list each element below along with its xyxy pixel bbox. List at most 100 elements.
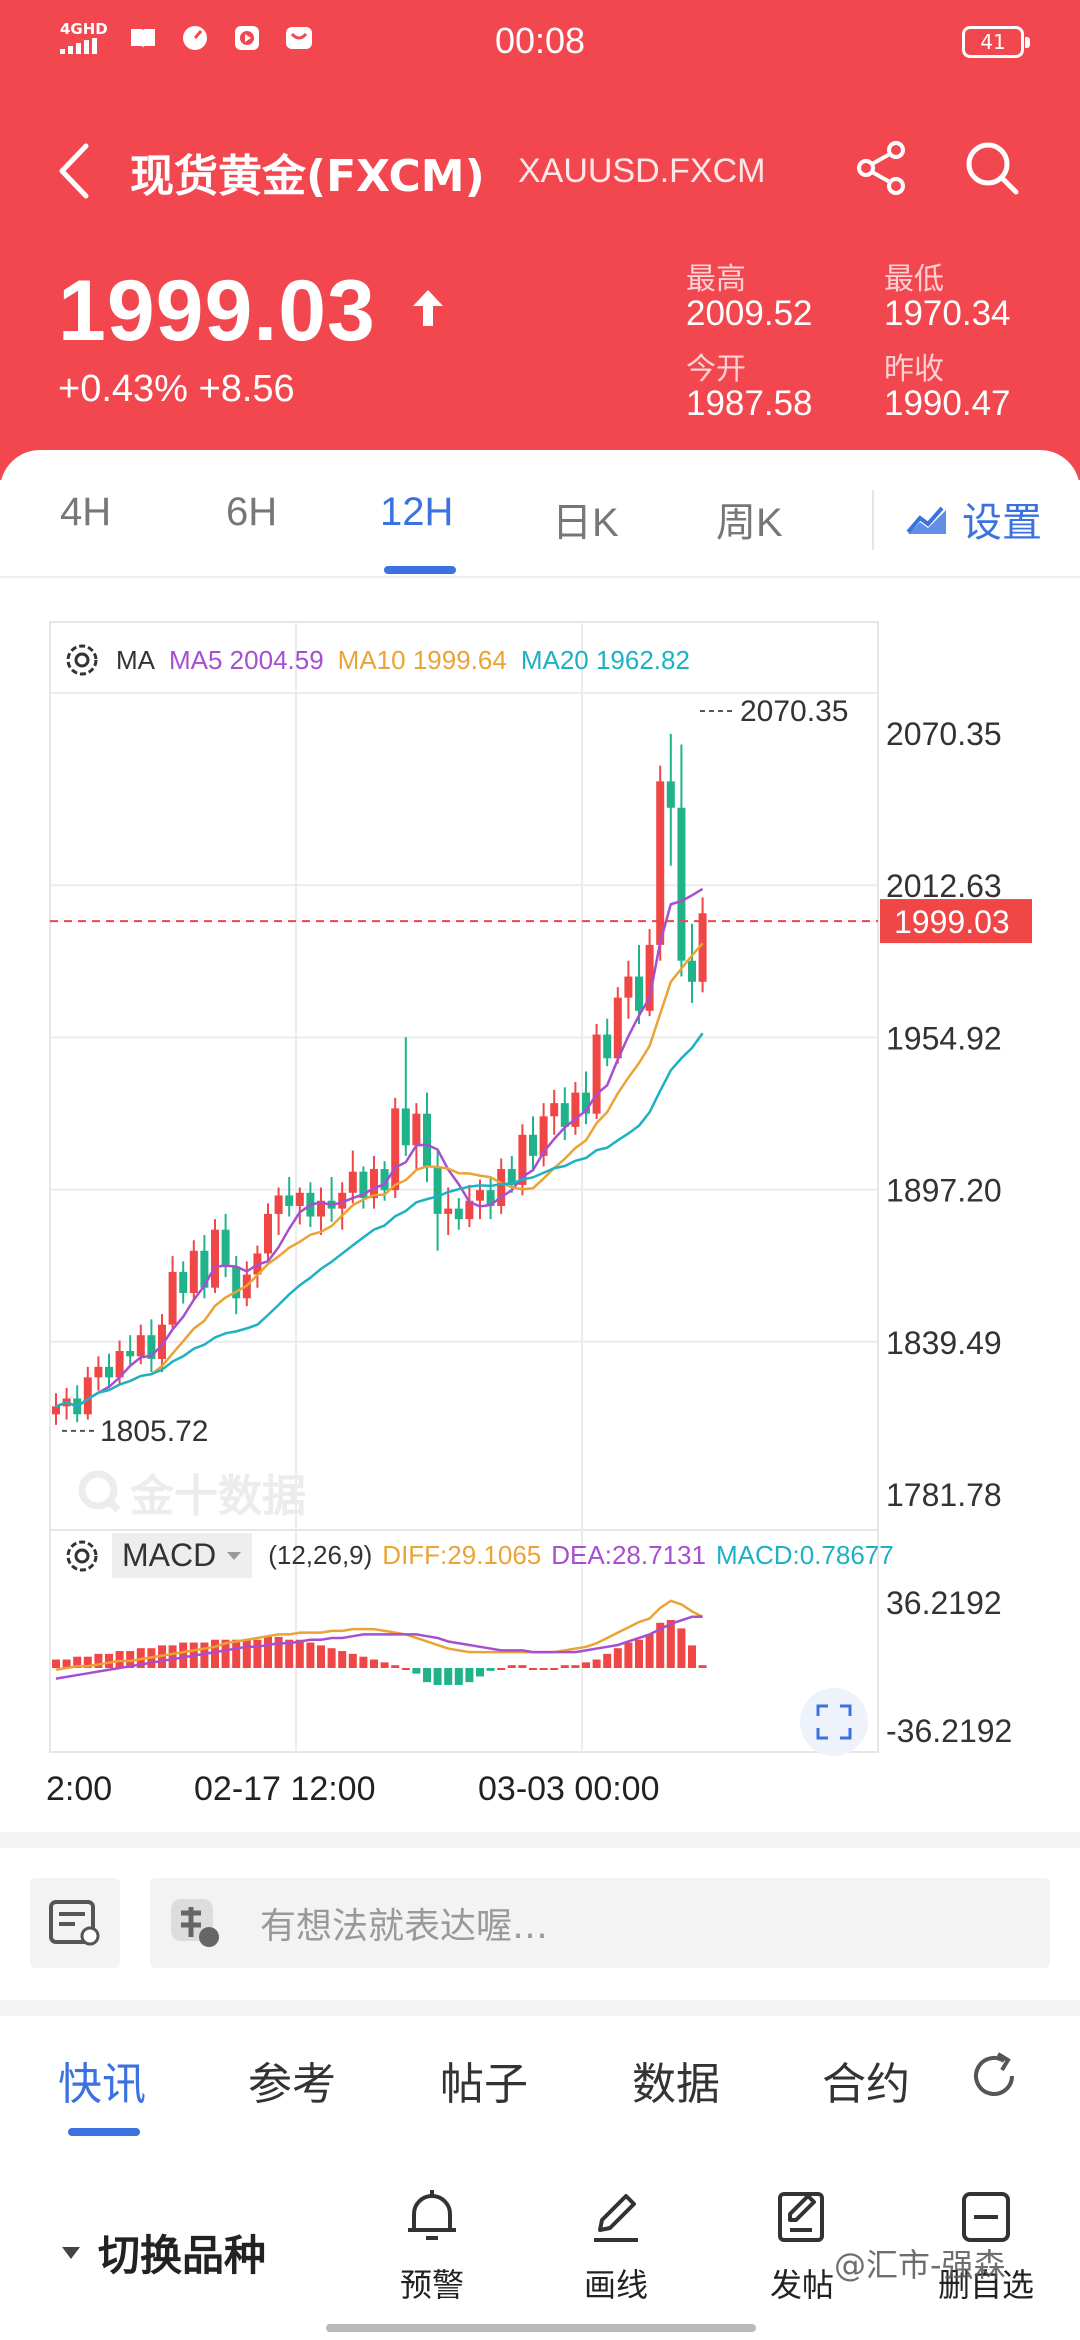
candle-body [391, 1108, 400, 1191]
candlestick-chart[interactable]: 1999.03 2070.35 1805.72 2070.35 2012.63 1954… [0, 600, 1080, 1820]
candle-body [497, 1169, 506, 1206]
macd-bar [550, 1668, 559, 1670]
y-axis-label: 1781.78 [886, 1477, 1002, 1513]
candle-body [317, 1200, 325, 1217]
post-button[interactable]: 发帖 [742, 2186, 862, 2306]
macd-params: (12,26,9) [268, 1540, 373, 1570]
tab-posts[interactable]: 帖子 [440, 2059, 528, 2110]
macd-bar [115, 1651, 124, 1668]
macd-bar [327, 1648, 336, 1668]
macd-bar [274, 1636, 283, 1668]
macd-bar [391, 1665, 400, 1668]
macd-axis-label: 36.2192 [886, 1585, 1002, 1621]
macd-bar [105, 1653, 113, 1668]
macd-bar [645, 1634, 654, 1668]
tab-reference[interactable]: 参考 [248, 2059, 336, 2110]
macd-bar [295, 1639, 304, 1668]
alert-button[interactable]: 预警 [372, 2186, 492, 2306]
macd-bar [571, 1665, 580, 1668]
macd-bar [221, 1639, 230, 1668]
section-divider [0, 1832, 1080, 1848]
candle-body [232, 1266, 241, 1299]
remove-watchlist-icon [962, 2192, 1010, 2242]
candle-body [571, 1092, 580, 1127]
candle-body [370, 1169, 378, 1199]
watermark-text: 金十数据 [130, 1471, 306, 1522]
macd-bar [486, 1668, 495, 1671]
tab-week[interactable]: 周K [716, 501, 783, 545]
candle-body [688, 960, 696, 982]
switch-instrument-button[interactable]: 切换品种 [60, 2222, 266, 2283]
notes-button[interactable] [30, 1878, 120, 1968]
macd-settings-gear-icon[interactable] [62, 1536, 102, 1576]
book-icon [128, 23, 158, 53]
candle-body [645, 944, 654, 1011]
macd-bar [592, 1659, 601, 1668]
macd-bar [317, 1645, 325, 1668]
macd-bar [423, 1668, 431, 1683]
refresh-button[interactable] [964, 2046, 1024, 2106]
macd-bar [168, 1645, 177, 1668]
candle-body [274, 1195, 283, 1214]
tab-day[interactable]: 日K [552, 501, 619, 545]
caret-down-icon [62, 2246, 80, 2259]
macd-bar [370, 1659, 378, 1668]
macd-bar [613, 1648, 622, 1668]
dea-line [55, 1615, 703, 1680]
ma-settings-gear-icon[interactable] [62, 640, 102, 680]
macd-bar [698, 1665, 707, 1668]
draw-button[interactable]: 画线 [556, 2186, 676, 2306]
video-icon [232, 23, 262, 53]
macd-bar [62, 1659, 71, 1668]
mail-icon [284, 23, 314, 53]
macd-panel [52, 1599, 707, 1685]
share-button[interactable] [852, 138, 912, 198]
candle-body [359, 1171, 368, 1199]
candle-body [550, 1103, 559, 1117]
candle-body [338, 1192, 347, 1209]
chart-settings-button[interactable]: 设置 [906, 490, 1042, 548]
indicator-select[interactable]: MACD [112, 1533, 253, 1578]
comment-input[interactable]: 有想法就表达喔… [150, 1878, 1050, 1968]
tabs-border [0, 576, 1080, 578]
macd-bar [338, 1651, 347, 1668]
candle-body [476, 1190, 484, 1201]
tab-12h[interactable]: 12H [380, 490, 454, 534]
candle-body [83, 1377, 92, 1415]
y-axis-label: 1954.92 [886, 1020, 1002, 1056]
x-label-0: 2:00 [46, 1770, 113, 1808]
candle-body [264, 1213, 272, 1254]
tab-news[interactable]: 快讯 [58, 2059, 146, 2110]
candle-body [211, 1229, 219, 1288]
tab-contract[interactable]: 合约 [822, 2059, 910, 2110]
fullscreen-button[interactable] [800, 1688, 868, 1756]
macd-bar [444, 1668, 453, 1685]
back-button[interactable] [50, 136, 100, 206]
macd-bar [582, 1662, 590, 1668]
macd-bar [677, 1628, 686, 1668]
candle-body [666, 781, 675, 808]
diff-line [55, 1599, 704, 1671]
tab-data[interactable]: 数据 [632, 2059, 720, 2110]
remove-watchlist-button[interactable]: 删自选 [926, 2186, 1046, 2306]
candle-body [136, 1335, 145, 1357]
macd-bar [476, 1668, 484, 1677]
candle-body [677, 807, 686, 961]
tab-6h[interactable]: 6H [226, 490, 278, 534]
candle-body [147, 1335, 156, 1359]
credit-watermark: @汇市-强森 [834, 2246, 1006, 2284]
symbol-code: XAUUSD.FXCM [518, 152, 766, 190]
max-marker-label: 2070.35 [740, 695, 848, 728]
stat-open-label: 今开 [686, 353, 746, 386]
tab-4h[interactable]: 4H [60, 490, 112, 534]
macd-bar [380, 1662, 389, 1668]
ma-legend[interactable]: MA MA5 2004.59 MA10 1999.64 MA20 1962.82 [62, 640, 690, 680]
macd-bar [539, 1668, 548, 1670]
battery-icon: 41 [962, 26, 1030, 58]
active-tab-indicator [68, 2128, 140, 2136]
search-button[interactable] [960, 136, 1024, 200]
stat-prev-close: 昨收 1990.47 [884, 344, 1011, 424]
candle-body [348, 1171, 357, 1193]
candle-body [423, 1113, 431, 1167]
candle-body [518, 1134, 527, 1185]
